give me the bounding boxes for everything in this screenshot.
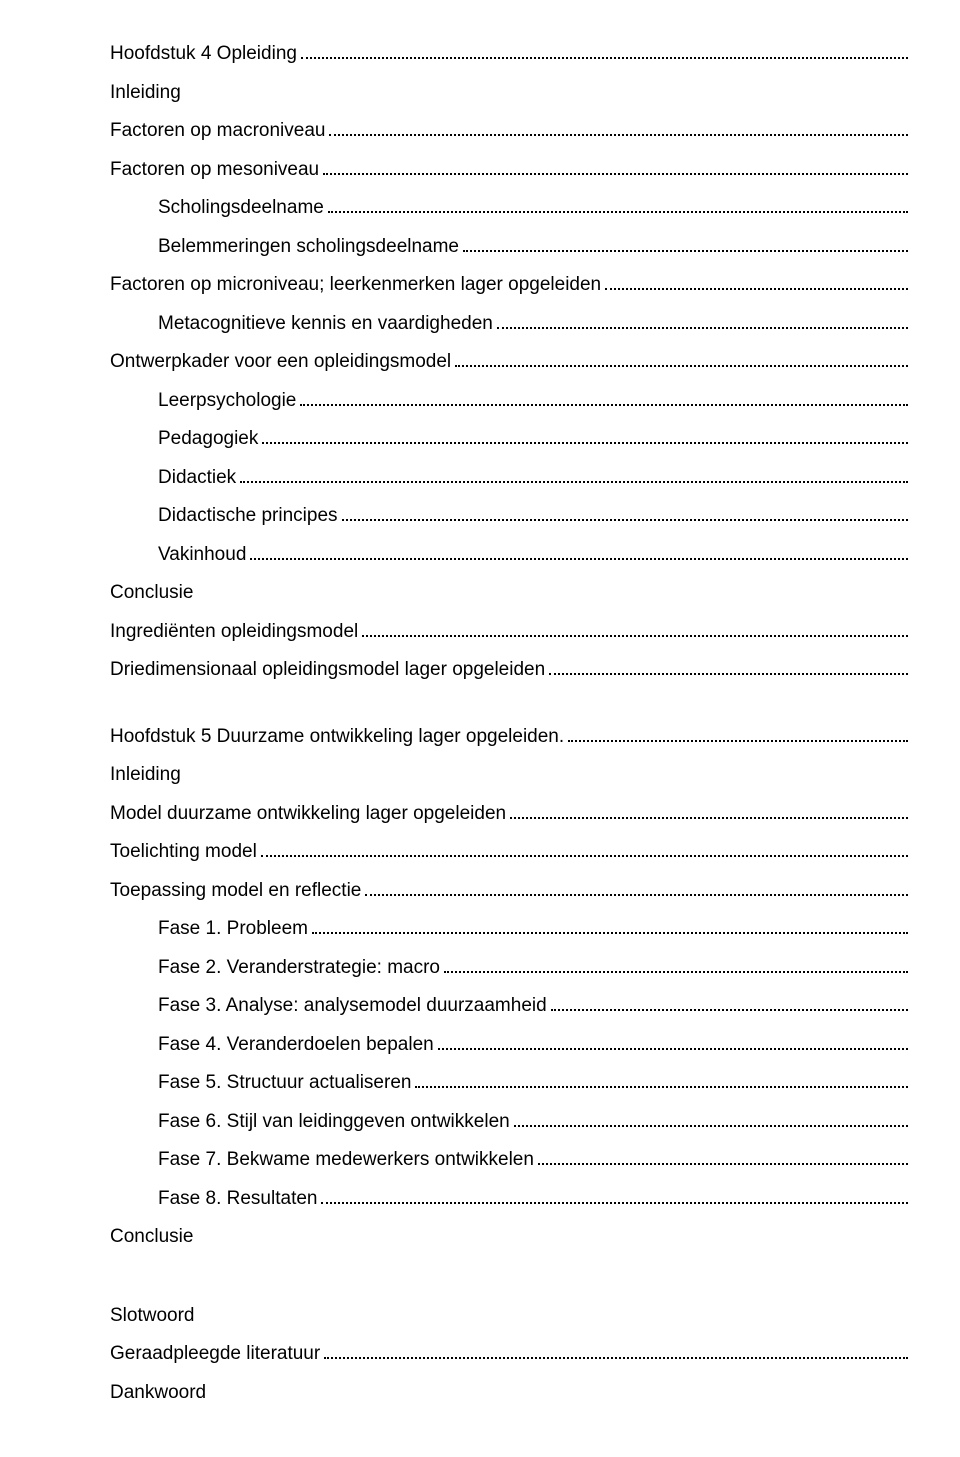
toc-entry: Geraadpleegde literatuur — [110, 1340, 912, 1369]
toc-entry: Hoofdstuk 4 Opleiding — [110, 40, 912, 69]
toc-dots — [321, 1202, 908, 1204]
toc-entry: Didactiek — [110, 464, 912, 493]
toc-label: Dankwoord — [110, 1382, 206, 1403]
toc-entry: Belemmeringen scholingsdeelname — [110, 233, 912, 262]
toc-dots — [444, 971, 908, 973]
toc-dots — [510, 817, 908, 819]
toc-label: Scholingsdeelname — [158, 194, 324, 223]
toc-label: Model duurzame ontwikkeling lager opgele… — [110, 800, 506, 829]
toc-label: Toelichting model — [110, 838, 257, 867]
toc-dots — [362, 635, 908, 637]
toc-entry: Fase 1. Probleem — [110, 915, 912, 944]
toc-entry: Metacognitieve kennis en vaardigheden — [110, 310, 912, 339]
toc-dots — [538, 1163, 908, 1165]
toc-label: Vakinhoud — [158, 541, 246, 570]
toc-label: Fase 6. Stijl van leidinggeven ontwikkel… — [158, 1108, 510, 1137]
toc-entry: Inleiding — [110, 79, 912, 108]
toc-entry: Driedimensionaal opleidingsmodel lager o… — [110, 656, 912, 685]
toc-entry: Conclusie — [110, 1223, 912, 1252]
toc-label: Conclusie — [110, 582, 193, 603]
toc-label: Factoren op mesoniveau — [110, 156, 319, 185]
toc-label: Didactische principes — [158, 502, 338, 531]
toc-label: Driedimensionaal opleidingsmodel lager o… — [110, 656, 545, 685]
toc-dots — [549, 673, 908, 675]
toc-dots — [312, 932, 908, 934]
toc-entry: Hoofdstuk 5 Duurzame ontwikkeling lager … — [110, 723, 912, 752]
toc-entry: Inleiding — [110, 761, 912, 790]
toc-dots — [324, 1357, 908, 1359]
toc-label: Metacognitieve kennis en vaardigheden — [158, 310, 493, 339]
toc-entry: Fase 4. Veranderdoelen bepalen — [110, 1031, 912, 1060]
toc-dots — [261, 855, 908, 857]
toc-dots — [262, 442, 908, 444]
toc-dots — [568, 740, 908, 742]
toc-label: Conclusie — [110, 1226, 193, 1247]
toc-label: Fase 5. Structuur actualiseren — [158, 1069, 411, 1098]
toc-entry: Factoren op mesoniveau — [110, 156, 912, 185]
toc-label: Slotwoord — [110, 1305, 195, 1326]
toc-entry: Ingrediënten opleidingsmodel — [110, 618, 912, 647]
toc-dots — [497, 327, 908, 329]
toc-entry: Fase 6. Stijl van leidinggeven ontwikkel… — [110, 1108, 912, 1137]
toc-entry: Scholingsdeelname — [110, 194, 912, 223]
toc-dots — [463, 250, 908, 252]
toc-label: Inleiding — [110, 764, 181, 785]
toc-entry: Dankwoord — [110, 1379, 912, 1408]
toc-entry: Fase 3. Analyse: analysemodel duurzaamhe… — [110, 992, 912, 1021]
toc-dots — [438, 1048, 908, 1050]
toc-label: Fase 8. Resultaten — [158, 1185, 317, 1214]
toc-label: Hoofdstuk 4 Opleiding — [110, 40, 297, 69]
toc-label: Belemmeringen scholingsdeelname — [158, 233, 459, 262]
toc-label: Factoren op macroniveau — [110, 117, 325, 146]
toc-label: Toepassing model en reflectie — [110, 877, 361, 906]
toc-label: Hoofdstuk 5 Duurzame ontwikkeling lager … — [110, 723, 564, 752]
toc-dots — [455, 365, 908, 367]
toc-label: Leerpsychologie — [158, 387, 296, 416]
toc-dots — [514, 1125, 908, 1127]
toc-entry: Ontwerpkader voor een opleidingsmodel — [110, 348, 912, 377]
toc-dots — [342, 519, 908, 521]
toc-label: Inleiding — [110, 82, 181, 103]
toc-entry: Toelichting model — [110, 838, 912, 867]
toc-label: Ingrediënten opleidingsmodel — [110, 618, 358, 647]
toc-entry: Model duurzame ontwikkeling lager opgele… — [110, 800, 912, 829]
toc-label: Fase 1. Probleem — [158, 915, 308, 944]
toc-label: Fase 7. Bekwame medewerkers ontwikkelen — [158, 1146, 534, 1175]
toc-dots — [365, 894, 908, 896]
toc-entry: Factoren op macroniveau — [110, 117, 912, 146]
toc-label: Ontwerpkader voor een opleidingsmodel — [110, 348, 451, 377]
toc-label: Geraadpleegde literatuur — [110, 1340, 320, 1369]
toc-dots — [605, 288, 908, 290]
toc-dots — [300, 404, 908, 406]
toc-label: Didactiek — [158, 464, 236, 493]
toc-entry: Vakinhoud — [110, 541, 912, 570]
toc-entry: Fase 7. Bekwame medewerkers ontwikkelen — [110, 1146, 912, 1175]
toc-label: Factoren op microniveau; leerkenmerken l… — [110, 271, 601, 300]
toc-dots — [250, 558, 908, 560]
toc-entry: Conclusie — [110, 579, 912, 608]
toc-label: Pedagogiek — [158, 425, 258, 454]
toc-entry: Fase 8. Resultaten — [110, 1185, 912, 1214]
toc-dots — [301, 57, 908, 59]
toc-entry: Didactische principes — [110, 502, 912, 531]
toc-entry: Factoren op microniveau; leerkenmerken l… — [110, 271, 912, 300]
toc-entry: Fase 5. Structuur actualiseren — [110, 1069, 912, 1098]
toc-entry: Toepassing model en reflectie — [110, 877, 912, 906]
toc-dots — [240, 481, 908, 483]
toc-entry: Fase 2. Veranderstrategie: macro — [110, 954, 912, 983]
toc-dots — [328, 211, 908, 213]
toc-dots — [329, 134, 908, 136]
toc-entry: Pedagogiek — [110, 425, 912, 454]
toc-label: Fase 3. Analyse: analysemodel duurzaamhe… — [158, 992, 547, 1021]
toc-entry: Slotwoord — [110, 1302, 912, 1331]
toc-entry: Leerpsychologie — [110, 387, 912, 416]
toc-dots — [415, 1086, 908, 1088]
toc-label: Fase 2. Veranderstrategie: macro — [158, 954, 440, 983]
toc-dots — [323, 173, 908, 175]
toc-dots — [551, 1009, 908, 1011]
toc-label: Fase 4. Veranderdoelen bepalen — [158, 1031, 434, 1060]
